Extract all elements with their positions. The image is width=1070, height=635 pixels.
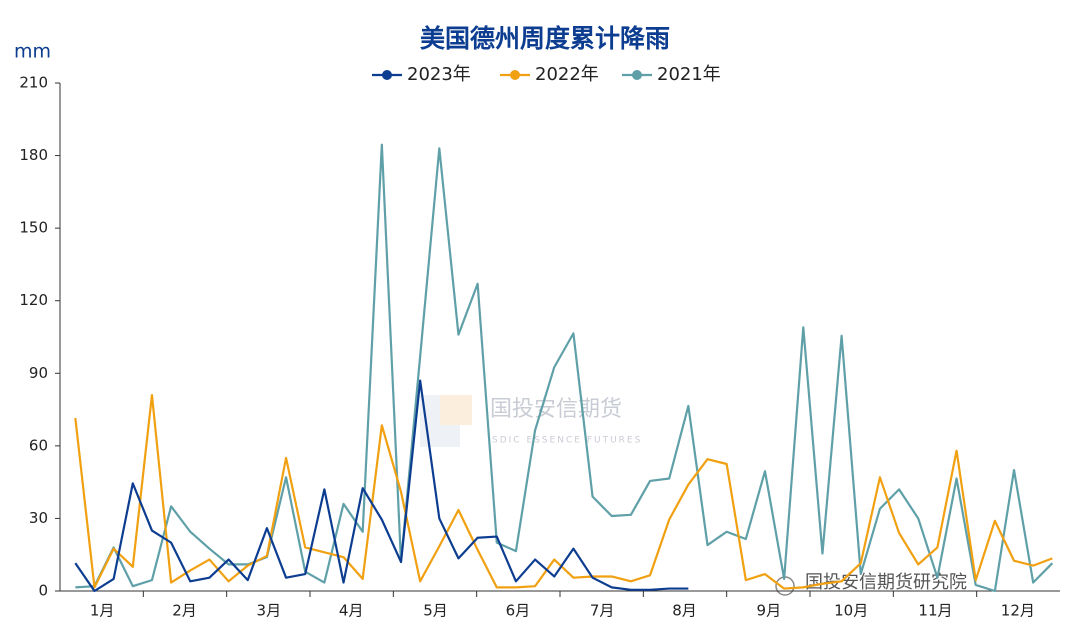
legend-label: 2021年: [657, 64, 721, 85]
wechat-icon: [775, 576, 795, 596]
watermark: 国投安信期货 SDIC ESSENCE FUTURES: [420, 395, 642, 447]
x-tick-label: 1月: [90, 602, 115, 620]
y-tick-label: 180: [19, 146, 48, 164]
y-tick-label: 150: [19, 219, 48, 237]
legend-label: 2023年: [407, 64, 471, 85]
y-tick-label: 30: [29, 509, 48, 527]
y-tick-label: 120: [19, 291, 48, 309]
x-tick-label: 9月: [757, 602, 782, 620]
y-axis-unit: mm: [14, 41, 51, 63]
x-tick-label: 3月: [257, 602, 282, 620]
x-tick-label: 8月: [672, 602, 697, 620]
y-tick-label: 210: [19, 74, 48, 92]
x-tick-label: 12月: [1001, 602, 1035, 620]
y-tick-label: 60: [29, 436, 48, 454]
x-tick-label: 7月: [590, 602, 615, 620]
x-tick-label: 4月: [339, 602, 364, 620]
x-tick-label: 2月: [172, 602, 197, 620]
y-tick-label: 90: [29, 364, 48, 382]
watermark-text: 国投安信期货: [490, 397, 622, 422]
x-tick-label: 5月: [423, 602, 448, 620]
chart-title: 美国德州周度累计降雨: [420, 24, 670, 53]
x-tick-label: 6月: [506, 602, 531, 620]
watermark-subtext: SDIC ESSENCE FUTURES: [492, 436, 642, 446]
x-tick-label: 10月: [834, 602, 868, 620]
x-tick-label: 11月: [918, 602, 952, 620]
legend-marker: [382, 70, 392, 80]
y-tick-label: 0: [38, 582, 48, 600]
series-line: [74, 379, 689, 593]
series-line: [75, 143, 1054, 593]
legend-marker: [510, 70, 520, 80]
series-line: [74, 393, 1053, 590]
watermark-logo: [440, 395, 472, 425]
legend-label: 2022年: [535, 64, 599, 85]
legend-marker: [632, 70, 642, 80]
